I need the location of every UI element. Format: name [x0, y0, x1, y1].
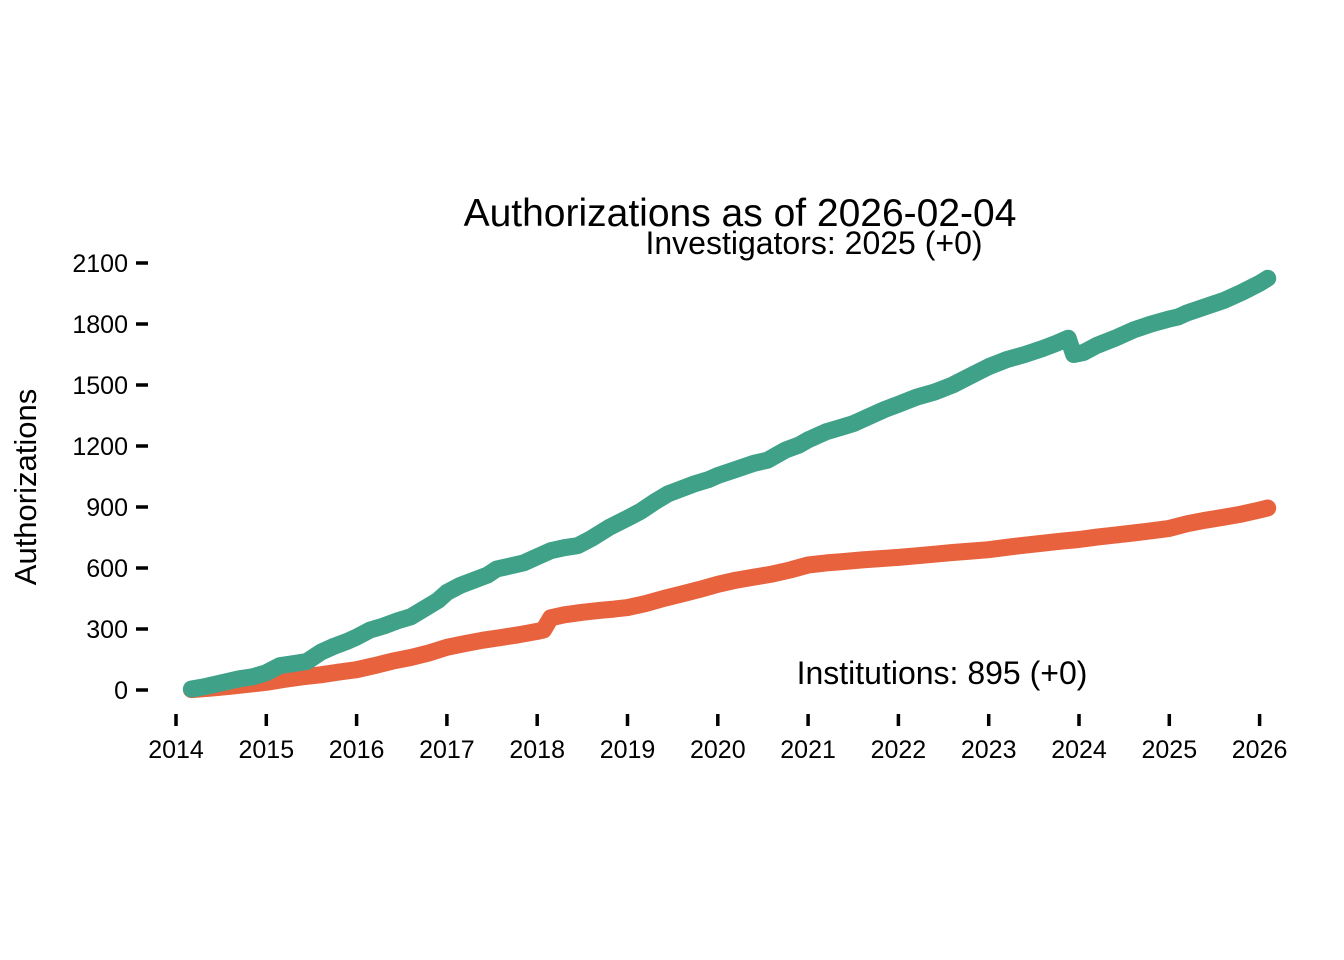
x-tick-label: 2019: [600, 736, 656, 764]
x-tick-label: 2015: [238, 736, 294, 764]
institutions-annotation: Institutions: 895 (+0): [797, 655, 1088, 691]
x-tick-label: 2018: [509, 736, 565, 764]
y-tick-label: 1800: [72, 311, 128, 339]
institutions-line: [182, 499, 1277, 699]
y-tick-label: 2100: [72, 250, 128, 278]
x-tick-label: 2020: [690, 736, 746, 764]
x-tick-label: 2022: [871, 736, 927, 764]
x-tick-label: 2021: [780, 736, 836, 764]
x-tick-label: 2017: [419, 736, 475, 764]
x-axis: 2014 2015 2016 2017 2018 2019 2020 2021 2022 2023…: [148, 714, 1287, 764]
y-axis-title: Authorizations: [8, 389, 43, 585]
x-tick-label: 2016: [329, 736, 385, 764]
x-tick-label: 2014: [148, 736, 204, 764]
y-tick-label: 900: [86, 494, 128, 522]
y-tick-label: 600: [86, 555, 128, 583]
chart-title: Authorizations as of 2026-02-04: [464, 192, 1017, 235]
x-tick-label: 2026: [1232, 736, 1288, 764]
y-tick-label: 1500: [72, 372, 128, 400]
investigators-line: [182, 269, 1277, 698]
y-tick-label: 0: [114, 677, 128, 705]
investigators-annotation: Investigators: 2025 (+0): [645, 225, 982, 261]
y-axis: 0 300 600 900 1200 1500 1800 2100: [72, 250, 148, 705]
x-tick-label: 2023: [961, 736, 1017, 764]
x-tick-label: 2025: [1141, 736, 1197, 764]
y-tick-label: 300: [86, 616, 128, 644]
y-tick-label: 1200: [72, 433, 128, 461]
x-tick-label: 2024: [1051, 736, 1107, 764]
